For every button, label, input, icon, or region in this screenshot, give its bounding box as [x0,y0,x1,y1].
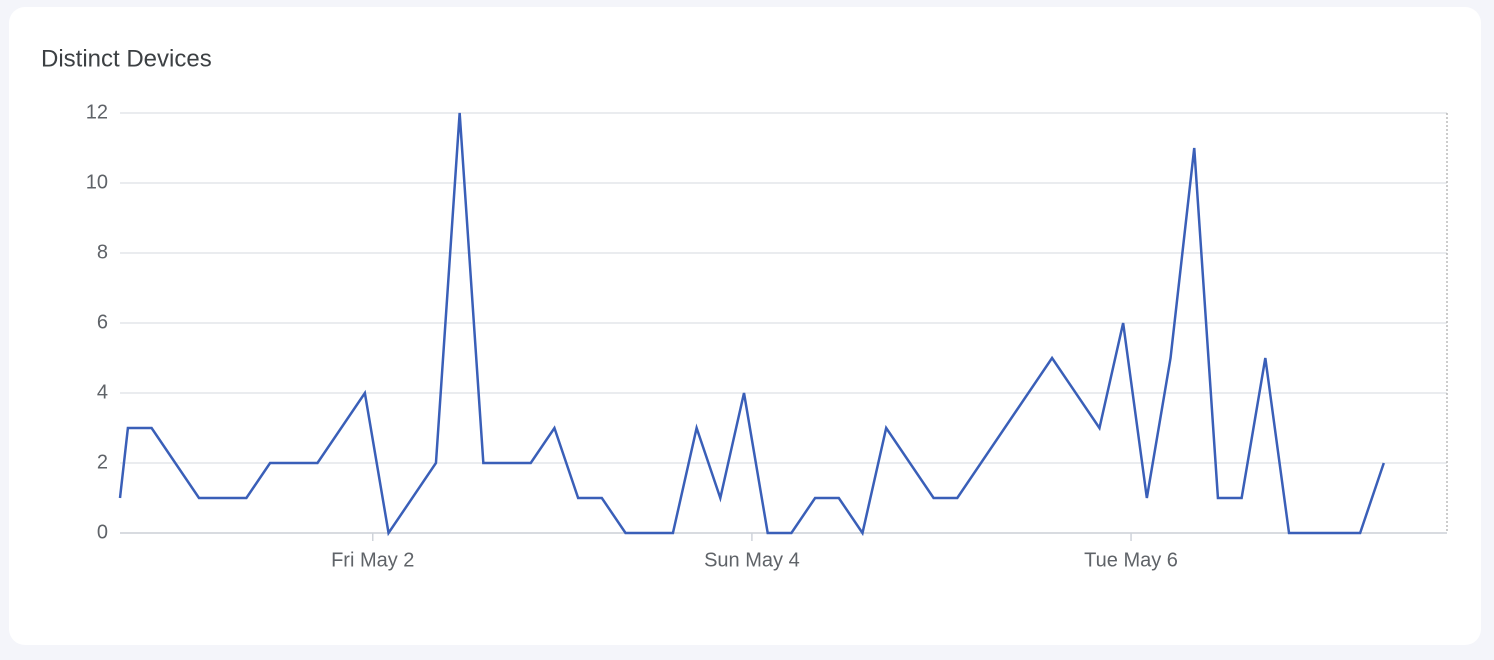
y-tick-label: 12 [86,101,108,123]
y-tick-label: 6 [97,311,108,333]
x-tick-label: Fri May 2 [331,549,414,571]
x-tick-label: Sun May 4 [704,549,800,571]
y-tick-label: 10 [86,171,108,193]
y-tick-label: 0 [97,521,108,543]
y-tick-label: 8 [97,241,108,263]
y-tick-label: 4 [97,381,108,403]
x-tick-label: Tue May 6 [1084,549,1178,571]
chart-title: Distinct Devices [41,45,212,72]
y-tick-label: 2 [97,451,108,473]
data-line [118,112,1385,537]
